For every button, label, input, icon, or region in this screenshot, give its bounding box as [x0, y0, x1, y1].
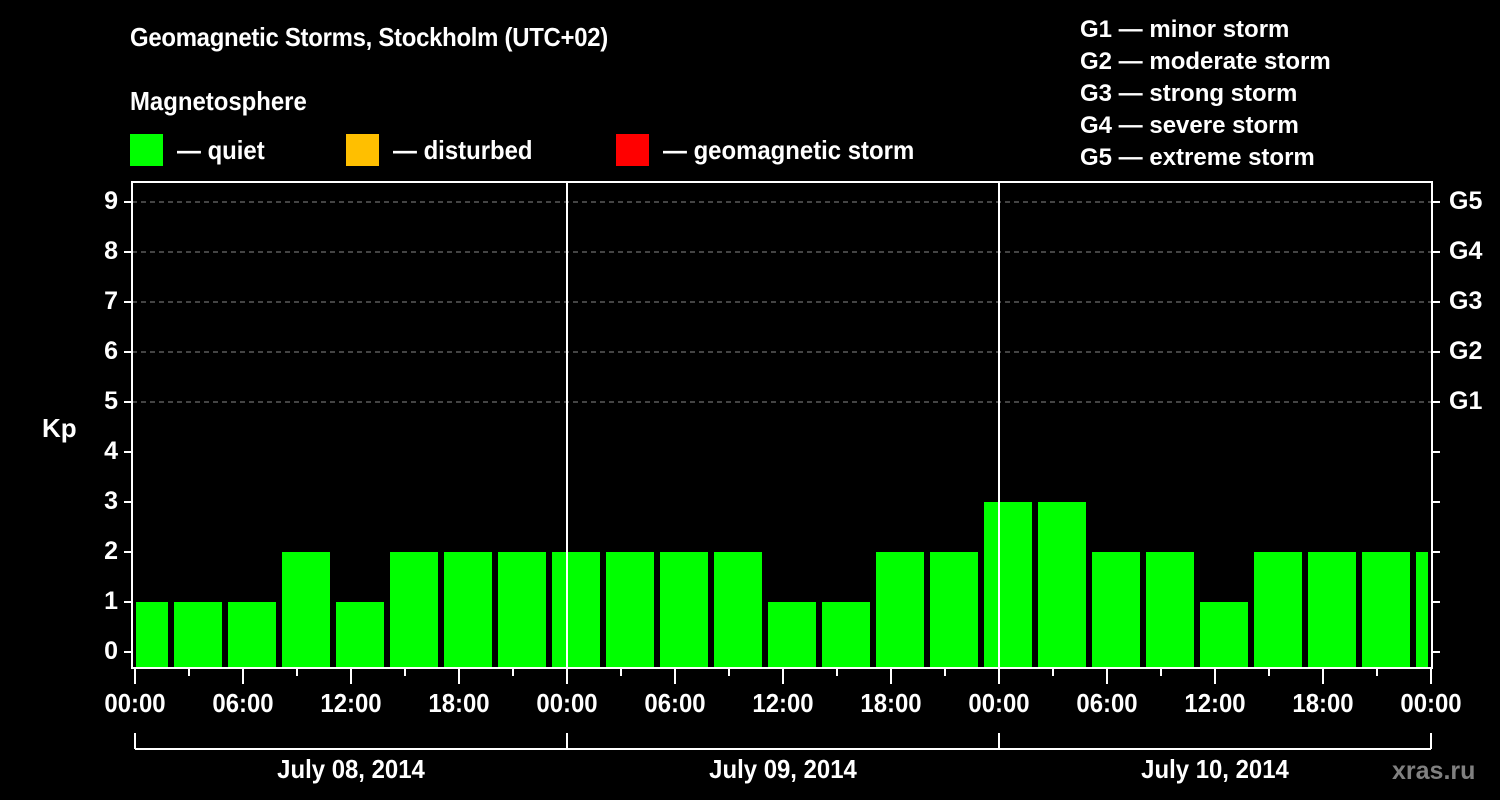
y-axis-label: Kp	[42, 413, 77, 443]
g-scale-item: G5 — extreme storm	[1080, 144, 1315, 171]
x-tick-label: 06:00	[212, 688, 274, 718]
y-tick-label: 0	[104, 637, 118, 665]
x-tick-label: 00:00	[104, 688, 166, 718]
kp-bar	[930, 552, 978, 668]
kp-bar	[174, 602, 222, 668]
legend-disturbed: — disturbed	[346, 134, 545, 166]
legend-quiet: — quiet	[130, 134, 272, 166]
kp-bar	[390, 552, 438, 668]
chart-title: Geomagnetic Storms, Stockholm (UTC+02)	[130, 22, 608, 52]
kp-bar	[714, 552, 762, 668]
kp-bar	[660, 552, 708, 668]
y-tick-label: 8	[104, 237, 118, 265]
legend-storm: — geomagnetic storm	[616, 134, 936, 166]
kp-bar	[282, 552, 330, 668]
y-tick-label: 7	[104, 287, 118, 315]
x-tick-label: 12:00	[320, 688, 382, 718]
watermark: xras.ru	[1392, 757, 1476, 785]
kp-bar	[606, 552, 654, 668]
kp-bar	[1038, 502, 1086, 668]
kp-bar	[768, 602, 816, 668]
x-tick-label: 12:00	[1184, 688, 1246, 718]
g-tick-label: G4	[1449, 237, 1483, 265]
g-scale-item: G2 — moderate storm	[1080, 48, 1331, 75]
g-scale-item: G4 — severe storm	[1080, 112, 1299, 139]
g-scale-legend: G1 — minor storm G2 — moderate storm G3 …	[1080, 14, 1331, 174]
y-tick-label: 1	[104, 587, 118, 615]
y-tick-label: 9	[104, 187, 118, 215]
kp-bar	[1092, 552, 1140, 668]
kp-bar	[1362, 552, 1410, 668]
g-scale-item: G1 — minor storm	[1080, 16, 1290, 43]
y-tick-label: 2	[104, 537, 118, 565]
y-tick-label: 5	[104, 387, 118, 415]
g-tick-label: G2	[1449, 337, 1483, 365]
x-tick-label: 18:00	[428, 688, 490, 718]
y-tick-label: 6	[104, 337, 118, 365]
y-tick-label: 4	[104, 437, 118, 465]
kp-bar	[984, 502, 1032, 668]
legend-swatch-disturbed	[346, 134, 379, 166]
kp-bar	[228, 602, 276, 668]
g-tick-label: G3	[1449, 287, 1483, 315]
y-tick-label: 3	[104, 487, 118, 515]
legend-swatch-quiet	[130, 134, 163, 166]
kp-bar	[1416, 552, 1428, 668]
legend-swatch-storm	[616, 134, 649, 166]
x-tick-label: 06:00	[644, 688, 706, 718]
kp-bar	[1200, 602, 1248, 668]
chart-subtitle: Magnetosphere	[130, 86, 307, 116]
x-tick-label: 18:00	[1292, 688, 1354, 718]
x-tick-label: 18:00	[860, 688, 922, 718]
x-tick-label: 00:00	[536, 688, 598, 718]
day-label: July 10, 2014	[1141, 754, 1289, 784]
x-tick-label: 00:00	[1400, 688, 1462, 718]
kp-bar	[136, 602, 168, 668]
kp-bar	[552, 552, 600, 668]
g-tick-label: G1	[1449, 387, 1483, 415]
x-tick-label: 06:00	[1076, 688, 1138, 718]
kp-bar	[876, 552, 924, 668]
day-label: July 08, 2014	[277, 754, 425, 784]
kp-bar	[822, 602, 870, 668]
kp-bar	[1146, 552, 1194, 668]
x-tick-label: 00:00	[968, 688, 1030, 718]
kp-bar	[444, 552, 492, 668]
kp-bar	[1254, 552, 1302, 668]
g-scale-item: G3 — strong storm	[1080, 80, 1298, 107]
day-label: July 09, 2014	[709, 754, 857, 784]
g-tick-label: G5	[1449, 187, 1483, 215]
kp-bar	[498, 552, 546, 668]
x-tick-label: 12:00	[752, 688, 814, 718]
kp-bar	[336, 602, 384, 668]
kp-bar	[1308, 552, 1356, 668]
